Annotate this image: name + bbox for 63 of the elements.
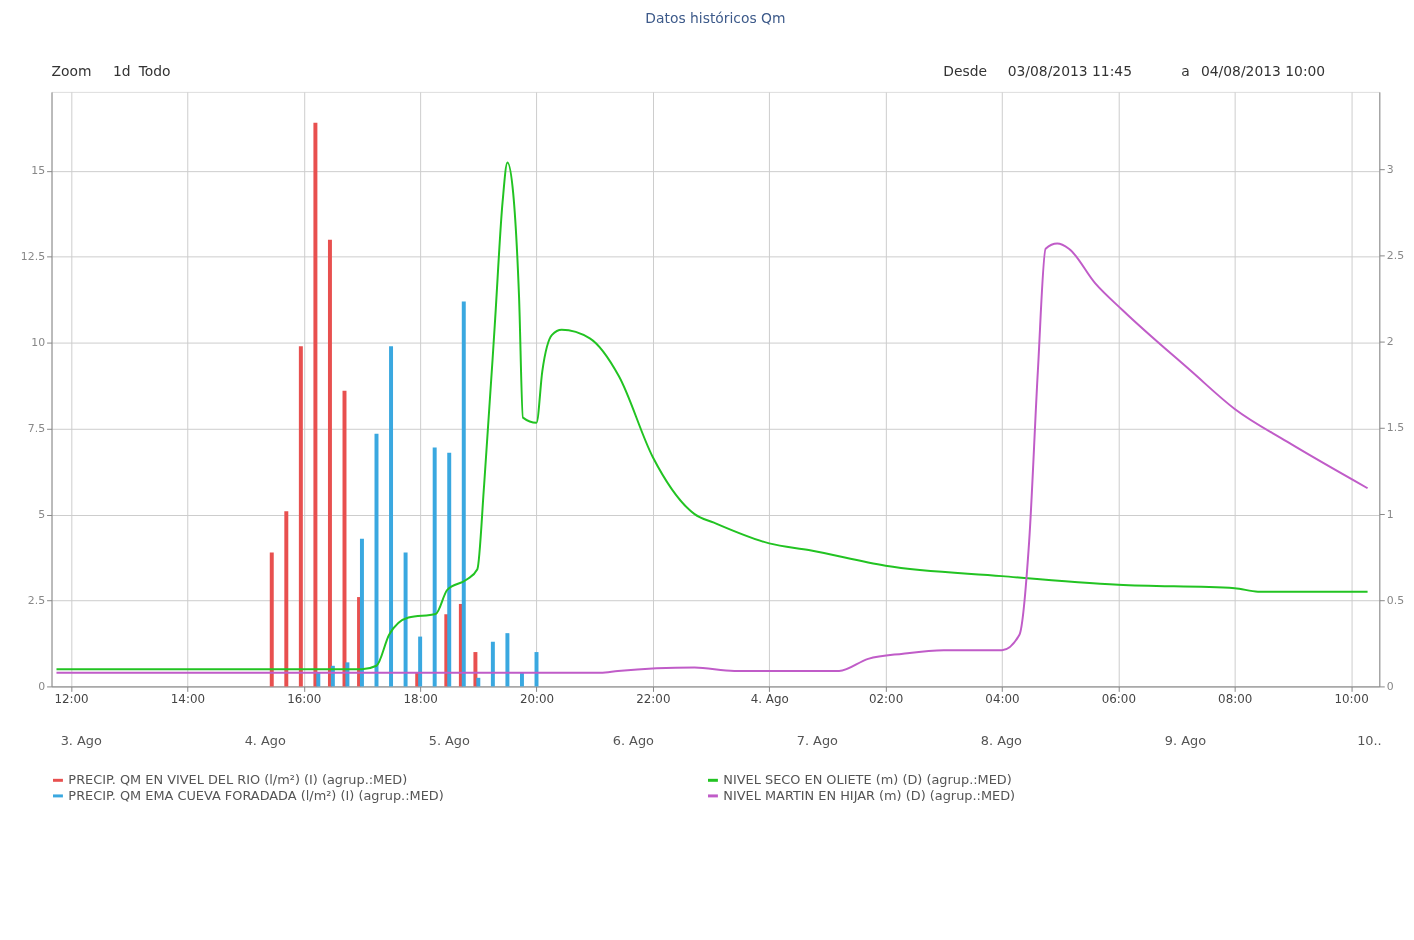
bar — [269, 552, 274, 687]
text: Zoom — [51, 63, 92, 80]
text: 3. Ago — [60, 732, 102, 748]
x-tick-label: 22:00 — [636, 691, 671, 706]
y-tick-label: 12.5 — [20, 250, 46, 264]
legend-label: NIVEL SECO EN OLIETE (m) (D) (agrup.:MED) — [723, 772, 1012, 788]
line-series — [55, 161, 1369, 671]
bar — [284, 511, 289, 687]
x-tick-label: 12:00 — [54, 691, 89, 706]
bar — [403, 552, 408, 687]
bar — [327, 239, 332, 687]
y2-tick-label: 0.5 — [1386, 593, 1405, 607]
legend-label: NIVEL MARTIN EN HIJAR (m) (D) (agrup.:MED) — [723, 787, 1016, 803]
text: 5. Ago — [428, 732, 471, 748]
bar — [476, 677, 481, 687]
bar — [490, 641, 495, 687]
line-series — [55, 242, 1369, 674]
y-tick-label: 2.5 — [27, 593, 46, 607]
text: 04/08/2013 10:00 — [1200, 63, 1326, 80]
legend-label: PRECIP. QM EMA CUEVA FORADADA (l/m²) (I) (agrup.:MED) — [68, 787, 444, 803]
x-tick-label: 04:00 — [985, 691, 1020, 706]
legend-label: PRECIP. QM EN VIVEL DEL RIO (l/m²) (I) (agrup.:MED) — [68, 772, 408, 788]
y-tick-label: 5 — [38, 508, 46, 522]
bar — [389, 346, 394, 687]
y2-tick-label: 2.5 — [1386, 249, 1405, 263]
x-tick-label: 4. Ago — [750, 691, 789, 706]
x-tick-label: 10:00 — [1334, 691, 1369, 706]
text: 03/08/2013 11:45 — [1007, 63, 1132, 80]
bar — [359, 538, 364, 687]
bar — [432, 447, 437, 687]
text: 4. Ago — [244, 732, 287, 748]
text: 10.. — [1357, 732, 1382, 748]
x-tick-label: 14:00 — [170, 691, 206, 706]
bar — [447, 452, 452, 687]
x-tick-label: 20:00 — [519, 691, 555, 706]
x-tick-label: 16:00 — [287, 691, 322, 706]
bar — [461, 301, 466, 687]
x-tick-label: 08:00 — [1218, 691, 1253, 706]
y2-tick-label: 1.5 — [1386, 421, 1405, 435]
bar — [313, 122, 318, 687]
y-tick-label: 15 — [31, 164, 46, 178]
y-tick-label: 7.5 — [27, 422, 46, 436]
text: 6. Ago — [612, 732, 655, 748]
text: 1d — [112, 63, 131, 80]
chart-title: Datos históricos Qm — [645, 9, 786, 26]
y2-tick-label: 0 — [1386, 679, 1394, 693]
y2-tick-label: 2 — [1386, 335, 1394, 349]
x-tick-label: 18:00 — [403, 691, 438, 706]
y-tick-label: 10 — [31, 336, 46, 350]
text: a — [1181, 63, 1190, 80]
y2-tick-label: 1 — [1386, 507, 1394, 521]
y-tick-label: 0 — [38, 679, 46, 693]
text: 7. Ago — [796, 732, 839, 748]
text: Todo — [137, 63, 171, 80]
bar — [418, 636, 423, 687]
x-tick-label: 06:00 — [1101, 691, 1136, 706]
text: 9. Ago — [1164, 732, 1207, 748]
text: 8. Ago — [980, 732, 1023, 748]
y2-tick-label: 3 — [1386, 162, 1394, 176]
bar — [505, 633, 510, 687]
x-tick-label: 02:00 — [868, 691, 904, 706]
bar — [298, 346, 303, 687]
text: Desde — [943, 63, 988, 80]
